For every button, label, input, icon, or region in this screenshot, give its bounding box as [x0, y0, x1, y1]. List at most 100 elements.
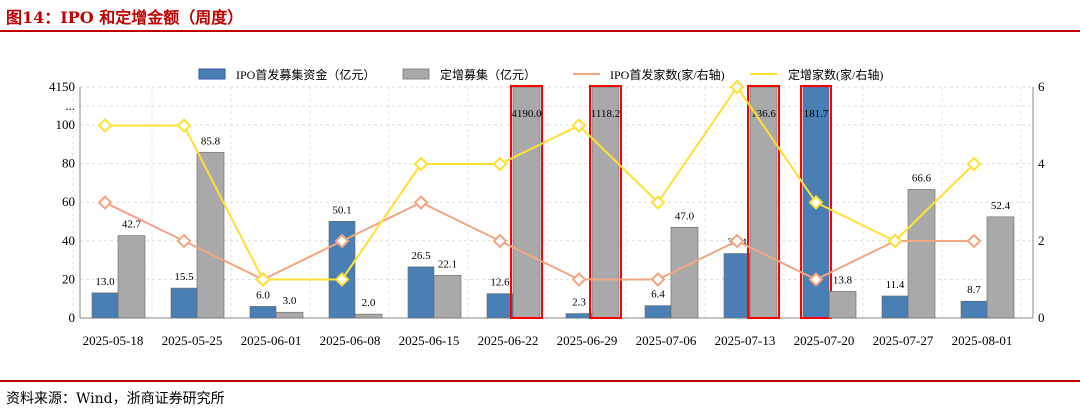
ipo-count-marker	[413, 195, 429, 210]
sp-bar	[117, 235, 146, 319]
figure-title: 图14：IPO 和定增金额（周度）	[6, 8, 244, 27]
legend-label: IPO首发募集资金（亿元）	[236, 67, 375, 82]
bar-value-label: 52.4	[991, 200, 1011, 212]
legend-swatch-sp-bar	[402, 68, 430, 80]
highlight-box	[747, 85, 780, 319]
legend-label: 定增募集（亿元）	[440, 67, 536, 82]
sp-bar	[907, 189, 936, 319]
sp-count-marker	[887, 233, 903, 249]
ipo-count-marker	[966, 233, 982, 249]
bar-value-label: 66.6	[912, 172, 932, 184]
ipo-count-marker	[729, 233, 745, 249]
x-tick-label: 2025-08-01	[952, 333, 1013, 348]
ipo-bar	[407, 266, 435, 319]
x-tick-label: 2025-07-20	[794, 333, 855, 348]
bar-value-label: 42.7	[122, 219, 142, 231]
bar-value-label: 12.6	[490, 277, 510, 289]
title-rule	[0, 30, 1080, 32]
sp-count-marker	[492, 156, 508, 172]
left-tick-label: 60	[62, 194, 75, 209]
left-tick-label: 4150	[49, 79, 75, 94]
right-tick-label: 4	[1038, 156, 1045, 171]
left-tick-label: 100	[56, 117, 76, 132]
x-tick-label: 2025-06-29	[557, 333, 618, 348]
sp-count-marker	[729, 79, 745, 95]
bar-value-label: 26.5	[411, 250, 431, 262]
bar-value-label: 85.8	[201, 135, 221, 147]
bar-value-label: 1118.2	[591, 108, 620, 120]
bar-value-label: 8.7	[967, 284, 981, 296]
sp-bar	[670, 226, 699, 319]
x-tick-label: 2025-06-15	[399, 333, 460, 348]
bar-value-label: 6.4	[651, 289, 665, 301]
x-tick-label: 2025-07-27	[873, 333, 934, 348]
left-tick-label: 0	[69, 310, 76, 325]
left-tick-label: 20	[62, 271, 75, 286]
left-tick-label: ...	[65, 98, 75, 113]
sp-bar	[196, 152, 225, 319]
ipo-count-line	[104, 201, 974, 281]
sp-count-marker	[255, 272, 271, 287]
bar-value-label: 11.4	[886, 279, 905, 291]
bar-value-label: 2.0	[362, 297, 376, 309]
sp-count-marker	[966, 156, 982, 172]
sp-count-marker	[176, 118, 192, 133]
chart: 0 20 40 60 80 100... 4150 0 2 4 6 2025-05-18 2025-05…	[49, 67, 1045, 348]
ipo-count-marker	[492, 233, 508, 249]
ipo-count-marker	[571, 272, 587, 287]
bar-value-label: 47.0	[675, 210, 695, 222]
sp-count-marker	[413, 156, 429, 172]
legend-label: IPO首发家数(家/右轴)	[610, 67, 725, 82]
ipo-bar	[565, 313, 593, 319]
sp-bar	[591, 86, 620, 319]
right-tick-label: 0	[1038, 310, 1045, 325]
right-tick-label: 6	[1038, 79, 1045, 94]
x-tick-label: 2025-05-18	[83, 333, 144, 348]
right-tick-label: 2	[1038, 233, 1045, 248]
sp-bar	[749, 86, 778, 319]
sp-bar	[433, 275, 462, 319]
source-note: 资料来源：Wind，浙商证券研究所	[6, 391, 225, 407]
x-tick-label: 2025-06-01	[241, 333, 302, 348]
highlight-box	[800, 85, 832, 319]
sp-count-marker	[97, 118, 113, 133]
bar-value-label: 50.1	[332, 204, 351, 216]
sp-bar	[275, 311, 304, 319]
ipo-count-marker	[176, 233, 192, 249]
x-tick-label: 2025-06-22	[478, 333, 539, 348]
sp-bar	[512, 86, 541, 319]
ipo-bar	[723, 253, 751, 319]
sp-bar	[828, 291, 857, 319]
x-tick-label: 2025-07-06	[636, 333, 697, 348]
bar-value-label: 3.0	[283, 295, 297, 307]
ipo-bar	[881, 295, 909, 319]
footer-rule	[0, 380, 1080, 382]
ipo-bar	[249, 306, 277, 319]
highlight-box	[510, 85, 543, 319]
ipo-bar	[644, 305, 672, 319]
bar-value-label: 13.0	[95, 276, 115, 288]
sp-bar	[986, 216, 1015, 319]
ipo-count-marker	[650, 272, 666, 287]
sp-count-marker	[650, 195, 666, 210]
sp-count-marker	[808, 195, 824, 210]
bar-value-label: 4190.0	[511, 108, 542, 120]
ipo-count-marker	[808, 272, 824, 287]
bar-value-label: 181.7	[804, 108, 829, 120]
highlight-box	[589, 85, 622, 319]
bar-value-label: 13.8	[833, 274, 853, 286]
ipo-bar	[91, 292, 119, 319]
left-tick-label: 40	[62, 233, 75, 248]
ipo-count-marker	[97, 195, 113, 210]
x-tick-label: 2025-06-08	[320, 333, 381, 348]
ipo-bar	[486, 293, 514, 319]
x-tick-label: 2025-05-25	[162, 333, 223, 348]
bar-value-label: 22.1	[438, 258, 457, 270]
x-tick-label: 2025-07-13	[715, 333, 776, 348]
bar-value-label: 6.0	[256, 289, 270, 301]
ipo-bar	[170, 287, 198, 319]
legend-swatch-ipo-bar	[198, 68, 226, 80]
sp-count-line	[105, 85, 975, 281]
sp-count-marker	[334, 272, 350, 287]
ipo-bar	[960, 300, 988, 319]
